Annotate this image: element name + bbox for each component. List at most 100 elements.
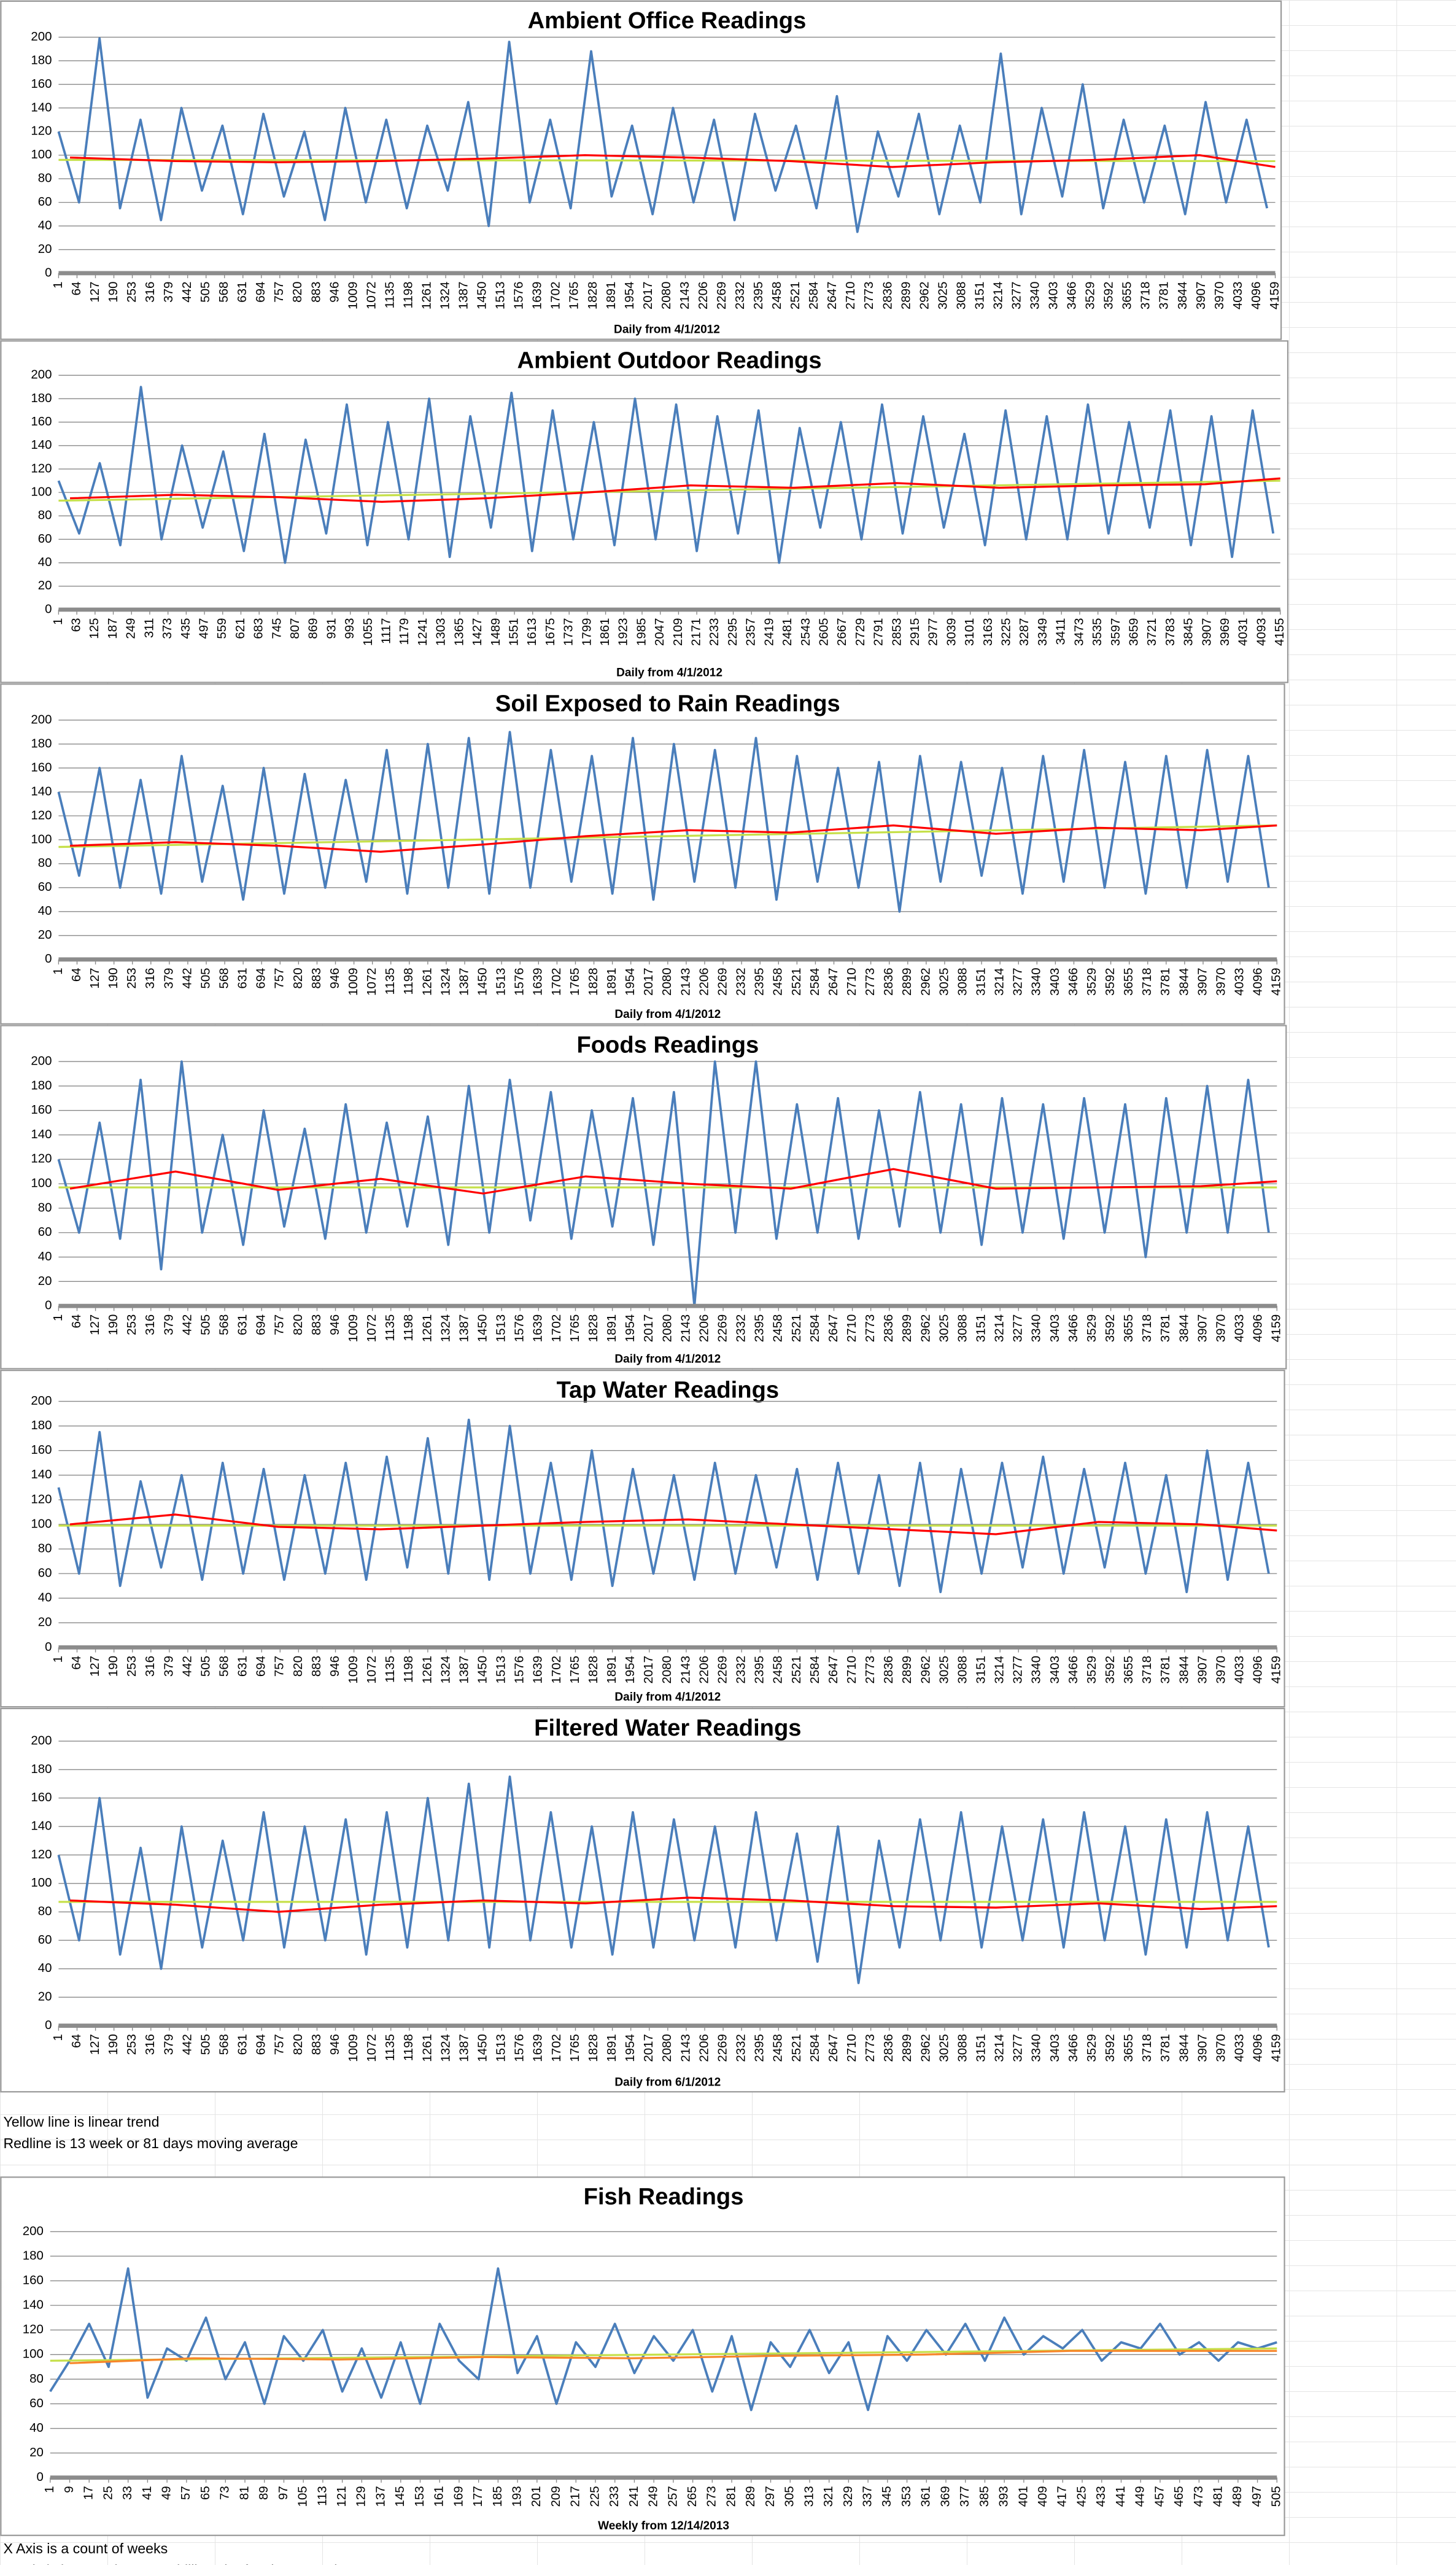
x-tick-label: 190 bbox=[106, 282, 120, 303]
x-tick-label: 2773 bbox=[863, 968, 877, 995]
y-tick-label: 140 bbox=[31, 784, 52, 798]
x-tick-label: 441 bbox=[1113, 2486, 1128, 2507]
x-tick-label: 1639 bbox=[531, 968, 545, 995]
y-tick-label: 40 bbox=[38, 1249, 52, 1263]
x-tick-label: 2962 bbox=[918, 1656, 932, 1683]
x-tick-label: 2647 bbox=[826, 1314, 840, 1342]
y-tick-label: 140 bbox=[31, 1467, 52, 1481]
x-tick-label: 3781 bbox=[1158, 1314, 1172, 1342]
series-line bbox=[57, 1418, 1270, 1594]
x-tick-label: 2521 bbox=[788, 282, 802, 309]
x-tick-label: 153 bbox=[412, 2486, 427, 2507]
x-tick-label: 1055 bbox=[361, 618, 375, 646]
x-tick-label: 505 bbox=[198, 2034, 212, 2055]
x-tick-label: 1135 bbox=[383, 968, 397, 995]
series-line bbox=[57, 1775, 1270, 1984]
x-tick-label: 1324 bbox=[438, 968, 452, 995]
x-tick-label: 64 bbox=[69, 1656, 83, 1670]
y-tick-label: 20 bbox=[38, 242, 52, 256]
x-tick-label: 1861 bbox=[598, 618, 612, 646]
chart-title: Foods Readings bbox=[576, 1032, 759, 1058]
y-tick-label: 40 bbox=[38, 1961, 52, 1975]
x-tick-label: 3214 bbox=[991, 282, 1005, 309]
x-tick-label: 2332 bbox=[733, 282, 747, 309]
x-tick-label: 345 bbox=[880, 2486, 894, 2507]
x-tick-label: 127 bbox=[88, 2034, 102, 2055]
x-tick-label: 89 bbox=[257, 2486, 271, 2500]
x-tick-label: 4033 bbox=[1233, 968, 1247, 995]
x-tick-label: 233 bbox=[607, 2486, 621, 2507]
y-tick-label: 40 bbox=[38, 555, 52, 569]
y-tick-label: 200 bbox=[31, 368, 52, 382]
x-tick-label: 457 bbox=[1152, 2486, 1166, 2507]
chart-title: Fish Readings bbox=[584, 2183, 744, 2210]
x-tick-label: 1513 bbox=[494, 1656, 508, 1683]
y-tick-label: 140 bbox=[31, 100, 52, 114]
x-tick-label: 2710 bbox=[845, 968, 859, 995]
y-tick-label: 0 bbox=[45, 2018, 52, 2032]
x-tick-label: 1985 bbox=[634, 618, 648, 646]
x-tick-label: 353 bbox=[899, 2486, 913, 2507]
x-tick-label: 73 bbox=[218, 2486, 232, 2500]
y-tick-label: 0 bbox=[45, 1298, 52, 1313]
x-tick-label: 568 bbox=[217, 1656, 231, 1677]
x-tick-label: 3403 bbox=[1048, 1656, 1062, 1683]
x-tick-label: 3214 bbox=[993, 1656, 1007, 1683]
x-tick-label: 281 bbox=[724, 2486, 738, 2507]
x-tick-label: 2295 bbox=[726, 618, 740, 646]
x-tick-label: 1702 bbox=[549, 282, 563, 309]
x-tick-label: 1198 bbox=[401, 2034, 416, 2061]
x-tick-label: 2206 bbox=[697, 1314, 711, 1342]
x-tick-label: 505 bbox=[198, 1314, 212, 1335]
series-line bbox=[69, 1513, 1277, 1535]
x-tick-label: 2962 bbox=[918, 2034, 932, 2062]
x-tick-label: 393 bbox=[997, 2486, 1011, 2507]
x-tick-label: 2269 bbox=[715, 2034, 729, 2062]
x-tick-label: 25 bbox=[101, 2486, 115, 2500]
y-tick-label: 160 bbox=[31, 77, 52, 91]
x-tick-label: 1702 bbox=[549, 968, 563, 995]
x-axis-title: Daily from 4/1/2012 bbox=[616, 667, 722, 680]
x-tick-label: 505 bbox=[198, 282, 212, 303]
x-tick-label: 2962 bbox=[917, 282, 931, 309]
x-tick-label: 1702 bbox=[549, 1314, 563, 1342]
y-tick-label: 100 bbox=[23, 2347, 44, 2361]
x-tick-label: 3659 bbox=[1126, 618, 1140, 646]
series-line bbox=[69, 1168, 1277, 1195]
x-tick-label: 3655 bbox=[1121, 2034, 1136, 2062]
x-tick-label: 81 bbox=[237, 2486, 251, 2500]
x-tick-label: 2143 bbox=[678, 1314, 692, 1342]
x-tick-label: 1072 bbox=[365, 1656, 379, 1683]
x-tick-label: 883 bbox=[309, 1656, 323, 1677]
x-tick-label: 1135 bbox=[383, 1314, 397, 1341]
x-tick-label: 2521 bbox=[789, 1314, 804, 1342]
x-tick-label: 193 bbox=[510, 2486, 524, 2507]
x-tick-label: 1639 bbox=[531, 2034, 545, 2062]
x-tick-label: 1198 bbox=[401, 282, 415, 309]
y-tick-label: 100 bbox=[31, 485, 52, 499]
y-tick-label: 160 bbox=[31, 1790, 52, 1804]
x-tick-label: 425 bbox=[1074, 2486, 1088, 2507]
x-tick-label: 2584 bbox=[807, 282, 821, 309]
x-tick-label: 3592 bbox=[1103, 968, 1117, 995]
x-tick-label: 3970 bbox=[1214, 1314, 1228, 1342]
x-tick-label: 3151 bbox=[974, 1656, 988, 1683]
x-tick-label: 321 bbox=[821, 2486, 835, 2507]
y-tick-label: 180 bbox=[31, 391, 52, 405]
x-tick-label: 137 bbox=[373, 2486, 387, 2507]
x-tick-label: 2836 bbox=[881, 1656, 896, 1683]
x-tick-label: 745 bbox=[269, 618, 284, 639]
x-tick-label: 1179 bbox=[397, 618, 411, 645]
x-tick-label: 489 bbox=[1230, 2486, 1244, 2507]
chart-frame bbox=[0, 340, 1289, 683]
x-tick-label: 4096 bbox=[1251, 2034, 1265, 2062]
x-tick-label: 3225 bbox=[999, 618, 1013, 646]
x-tick-label: 505 bbox=[198, 1656, 212, 1677]
x-tick-label: 97 bbox=[276, 2486, 290, 2500]
x-tick-label: 1135 bbox=[382, 282, 397, 309]
x-tick-label: 435 bbox=[179, 618, 193, 639]
x-tick-label: 3025 bbox=[935, 282, 950, 309]
y-tick-label: 40 bbox=[38, 1591, 52, 1605]
x-tick-label: 3781 bbox=[1158, 2034, 1172, 2062]
x-tick-label: 3277 bbox=[1011, 1656, 1025, 1683]
